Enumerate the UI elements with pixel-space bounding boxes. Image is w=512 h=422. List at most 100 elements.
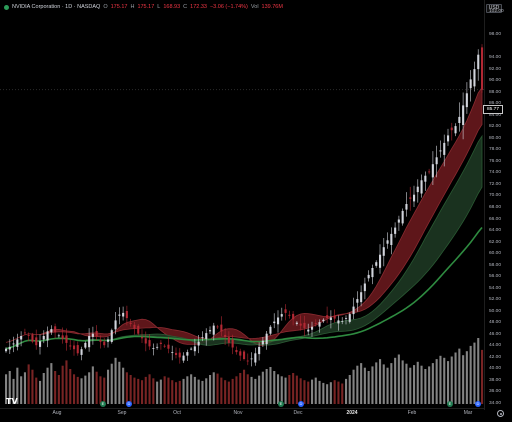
candle-body — [5, 348, 8, 352]
volume-bar — [465, 351, 468, 404]
price-tick-label: 62.00 — [489, 239, 502, 245]
candle-body — [148, 340, 151, 347]
price-chart[interactable] — [0, 0, 484, 408]
volume-bar — [371, 366, 374, 404]
volume-bar — [435, 359, 438, 404]
volume-bar — [295, 375, 298, 404]
volume-bar — [156, 381, 159, 404]
volume-bar — [246, 374, 249, 404]
volume-bar — [216, 373, 219, 404]
volume-bar — [235, 376, 238, 404]
candle-body — [303, 322, 306, 328]
volume-bar — [345, 378, 348, 404]
price-tick-label: 60.00 — [489, 251, 502, 257]
volume-bar — [280, 376, 283, 404]
candle-body — [318, 322, 321, 327]
candle-body — [175, 352, 178, 355]
earnings-event-icon[interactable]: E — [278, 401, 284, 407]
dividend-event-icon[interactable]: D — [475, 401, 481, 407]
volume-bar — [397, 354, 400, 404]
candle-body — [390, 233, 393, 245]
price-tick-label: 80.00 — [489, 135, 502, 141]
volume-bar — [450, 356, 453, 404]
candle-body — [443, 142, 446, 155]
earnings-event-icon[interactable]: E — [100, 401, 106, 407]
price-tick-label: 66.00 — [489, 216, 502, 222]
price-tick-label: 92.00 — [489, 66, 502, 72]
volume-bar — [148, 374, 151, 404]
dividend-event-icon[interactable]: D — [298, 401, 304, 407]
candle-body — [42, 336, 45, 340]
volume-bar — [405, 363, 408, 404]
price-tick-label: 48.00 — [489, 320, 502, 326]
volume-bar — [386, 367, 389, 404]
candle-body — [397, 219, 400, 223]
volume-bar — [292, 373, 295, 404]
candle-body — [31, 334, 34, 342]
price-tick-label: 78.00 — [489, 147, 502, 153]
candle-body — [250, 358, 253, 360]
candle-body — [57, 335, 60, 337]
high-label: H — [130, 4, 135, 10]
price-tick-label: 88.00 — [489, 89, 502, 95]
candle-body — [224, 334, 227, 338]
candle-body — [352, 306, 355, 315]
settings-gear-icon[interactable] — [497, 410, 504, 417]
volume-bar — [137, 378, 140, 404]
price-tick-label: 54.00 — [489, 285, 502, 291]
price-tick-label: 102.00 — [489, 9, 504, 14]
time-tick-label: Dec — [293, 410, 303, 416]
candle-body — [54, 326, 57, 333]
volume-bar — [76, 376, 79, 404]
volume-bar — [401, 360, 404, 404]
price-tick-label: 50.00 — [489, 308, 502, 314]
price-tick-label: 76.00 — [489, 158, 502, 164]
volume-bar — [95, 371, 98, 404]
volume-bar — [73, 374, 76, 404]
dividend-event-icon[interactable]: D — [126, 401, 132, 407]
candle-body — [209, 330, 212, 332]
price-tick-label: 72.00 — [489, 181, 502, 187]
volume-bar — [20, 376, 23, 404]
candle-body — [84, 342, 87, 348]
volume-bar — [239, 373, 242, 404]
time-axis-divider — [0, 408, 484, 409]
time-tick-label: 2024 — [346, 410, 358, 416]
volume-value: 139.76M — [261, 4, 283, 10]
time-tick-label: Aug — [52, 410, 62, 416]
open-label: O — [103, 4, 108, 10]
candle-body — [114, 320, 117, 330]
currency-button[interactable]: USD — [486, 4, 502, 13]
candle-body — [345, 318, 348, 319]
candle-body — [118, 314, 121, 316]
candle-body — [216, 326, 219, 328]
volume-bar — [103, 377, 106, 404]
close-value: 172.33 — [190, 4, 207, 10]
candle-body — [99, 340, 102, 342]
volume-bar — [122, 367, 125, 404]
volume-bar — [390, 363, 393, 404]
volume-bar — [481, 349, 484, 404]
volume-bar — [394, 357, 397, 404]
volume-bar — [341, 383, 344, 404]
candle-body — [341, 321, 344, 322]
volume-bar — [141, 380, 144, 404]
volume-bar — [352, 369, 355, 404]
candle-body — [386, 240, 389, 244]
candle-body — [329, 317, 332, 320]
volume-bar — [439, 355, 442, 404]
volume-bar — [201, 380, 204, 404]
earnings-event-icon[interactable]: E — [447, 401, 453, 407]
tradingview-logo[interactable]: TV — [6, 397, 18, 406]
symbol-title[interactable]: NVIDIA Corporation · 1D · NASDAQ — [12, 4, 101, 10]
volume-bar — [314, 377, 317, 404]
candle-body — [80, 349, 83, 355]
volume-bar — [431, 363, 434, 404]
volume-bar — [12, 378, 15, 404]
volume-bar — [107, 369, 110, 404]
candle-body — [129, 322, 132, 324]
candle-body — [360, 292, 363, 303]
candle-body — [382, 247, 385, 256]
volume-bar — [54, 371, 57, 404]
